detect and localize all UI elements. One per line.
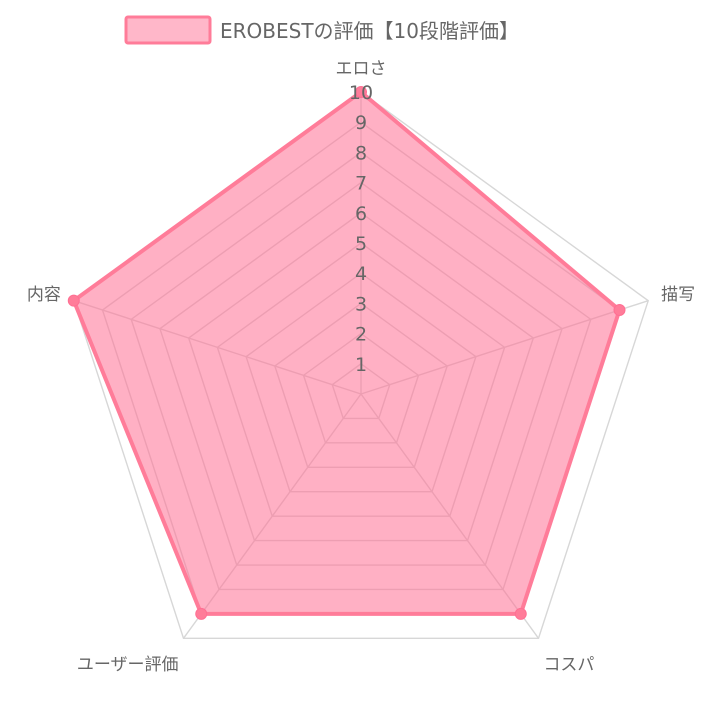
tick-label-2: 2	[355, 324, 367, 346]
tick-label-10: 10	[349, 82, 373, 104]
data-point-2	[514, 607, 527, 620]
tick-label-9: 9	[355, 112, 367, 134]
series-area	[71, 90, 622, 616]
data-point-4	[67, 294, 80, 307]
data-point-0	[355, 86, 367, 98]
tick-label-6: 6	[355, 203, 367, 225]
legend[interactable]: EROBESTの評価【10段階評価】	[124, 15, 519, 45]
axis-label-2: コスパ	[543, 655, 594, 675]
tick-label-3: 3	[355, 293, 367, 315]
axis-label-3: ユーザー評価	[77, 655, 179, 675]
legend-label: EROBESTの評価【10段階評価】	[220, 19, 519, 43]
tick-label-7: 7	[355, 173, 367, 195]
tick-label-1: 1	[355, 354, 367, 376]
radial-ticks: 1 2 3 4 5 6 7 8 9 10	[349, 82, 373, 376]
data-point-1	[613, 304, 626, 317]
axis-label-1: 描写	[661, 285, 695, 305]
data-point-3	[195, 607, 208, 620]
radar-series	[67, 86, 626, 620]
axis-label-0: エロさ	[336, 59, 387, 79]
tick-label-4: 4	[355, 263, 367, 285]
axis-label-4: 内容	[27, 285, 61, 305]
tick-label-8: 8	[355, 142, 367, 164]
tick-label-5: 5	[355, 233, 367, 255]
legend-swatch	[124, 15, 212, 45]
